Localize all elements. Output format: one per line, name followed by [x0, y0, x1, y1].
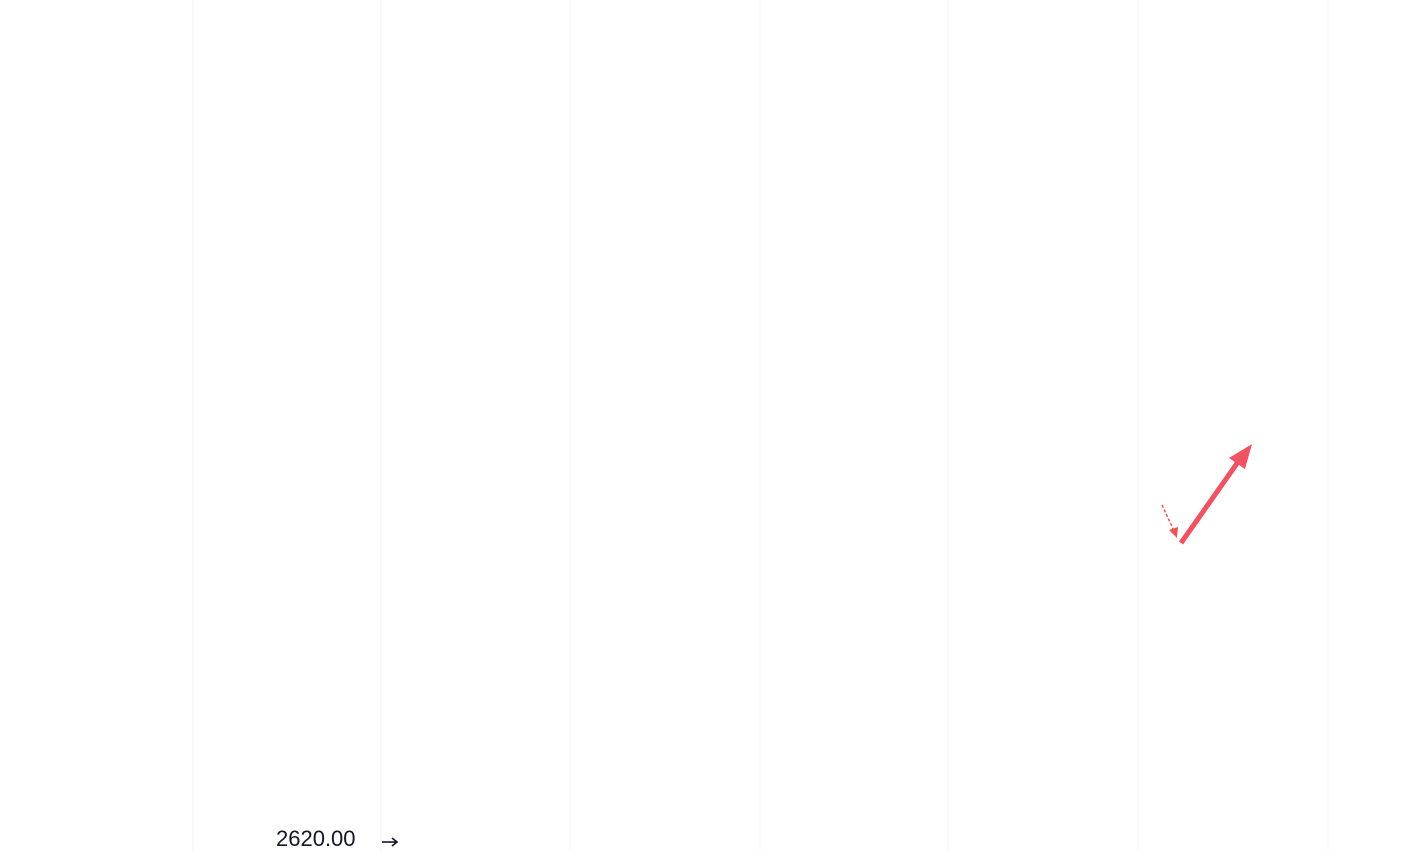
- vertical-grid: [192, 0, 1329, 851]
- trade-arrow: [1161, 444, 1252, 545]
- low-label: 2620.00: [276, 826, 356, 851]
- low-arrow: [382, 837, 399, 847]
